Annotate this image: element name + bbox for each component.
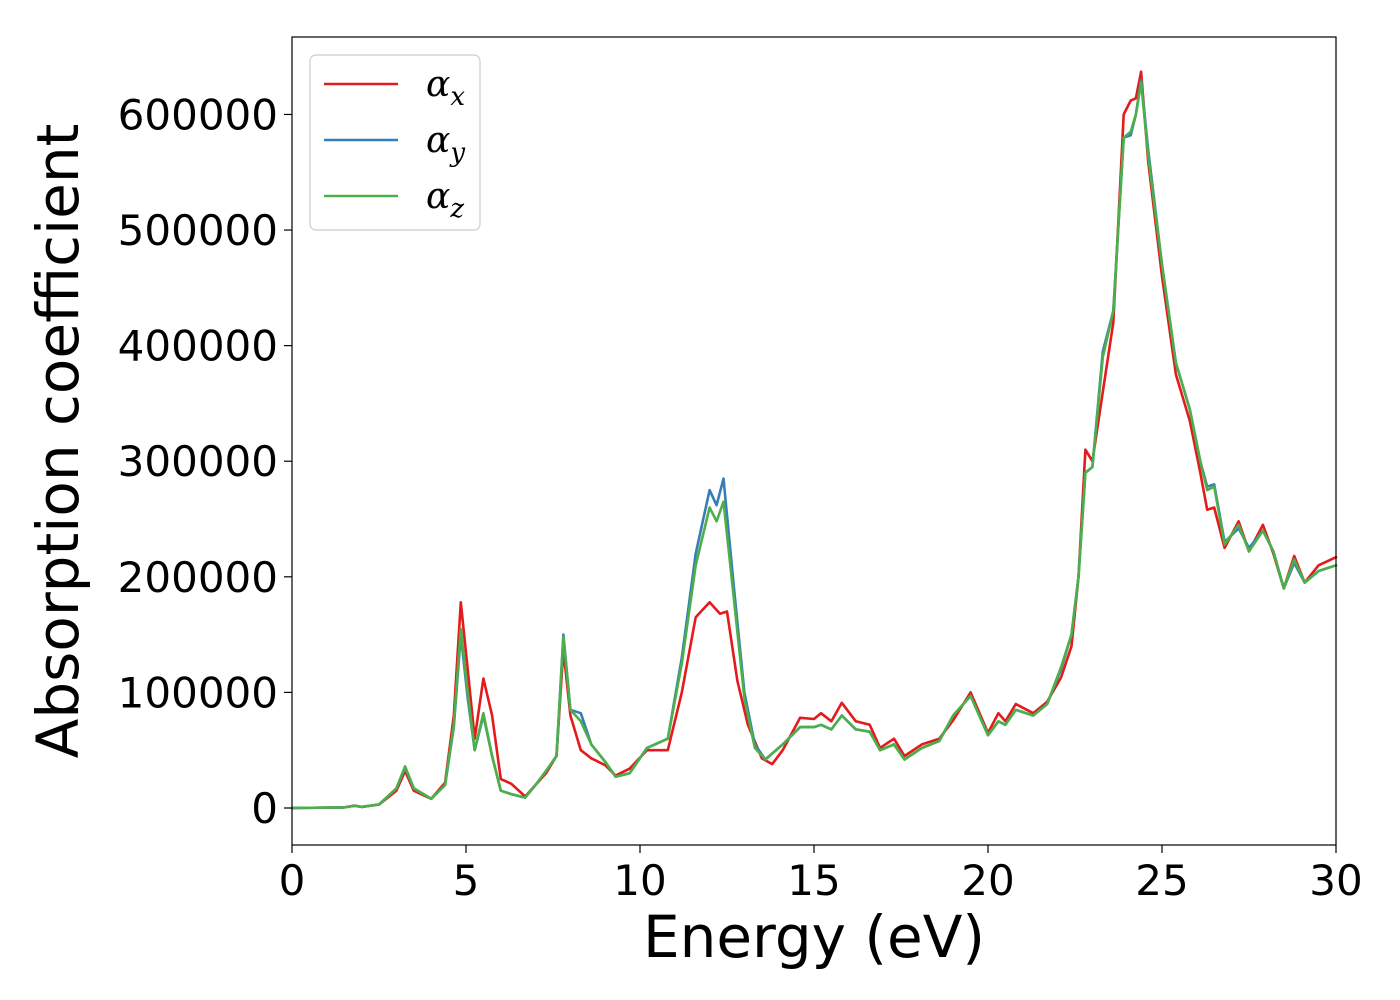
- y-tick-label: 300000: [118, 437, 278, 486]
- x-tick-label: 10: [613, 856, 666, 905]
- y-tick-label: 200000: [118, 553, 278, 602]
- x-tick-label: 30: [1309, 856, 1362, 905]
- x-tick-label: 20: [961, 856, 1014, 905]
- x-axis: 0 5 10 15 20 25 30: [279, 845, 1363, 905]
- x-tick-label: 15: [787, 856, 840, 905]
- y-tick-label: 500000: [118, 206, 278, 255]
- y-axis: 0 100000 200000 300000 400000 500000 600000: [118, 90, 292, 833]
- y-tick-label: 600000: [118, 90, 278, 139]
- legend: αx αy αz: [309, 54, 481, 231]
- y-tick-label: 400000: [118, 322, 278, 371]
- legend-label-y: αy: [426, 120, 465, 168]
- y-tick-label: 100000: [118, 668, 278, 717]
- series-line-x: [290, 70, 1338, 810]
- legend-label-x: αx: [426, 64, 465, 112]
- y-axis-title: Absorption coefficient: [24, 124, 92, 759]
- legend-box: [309, 54, 481, 231]
- x-tick-label: 0: [279, 856, 306, 905]
- x-tick-label: 25: [1135, 856, 1188, 905]
- y-tick-label: 0: [251, 784, 278, 833]
- legend-label-z: αz: [426, 176, 464, 224]
- x-tick-label: 5: [453, 856, 480, 905]
- x-axis-title: Energy (eV): [643, 903, 985, 971]
- series-line-z: [290, 80, 1338, 810]
- series-layer: [290, 70, 1338, 810]
